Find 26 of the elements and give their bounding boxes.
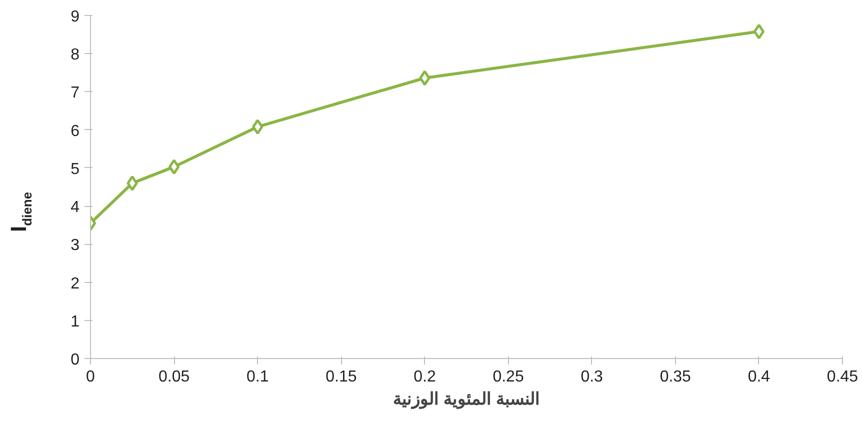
point	[168, 159, 180, 175]
point	[753, 24, 765, 40]
x-tick-label: 0.35	[660, 368, 692, 386]
x-tick-label: 0.4	[748, 368, 770, 386]
x-tick-label: 0.45	[826, 368, 858, 386]
y-tick-label: 3	[70, 237, 80, 254]
x-axis-title: النسبة المئوية الوزنية	[392, 390, 540, 410]
y-tick-label: 8	[70, 46, 80, 64]
y-tick-label: 4	[70, 199, 80, 216]
x-tick-label: 0.15	[326, 368, 357, 386]
y-tick-label: 9	[70, 8, 80, 26]
y-tick-label: 6	[70, 122, 80, 140]
point	[126, 175, 138, 191]
y-tick-label: 2	[70, 275, 80, 292]
x-tick-label: 0.25	[492, 368, 524, 386]
y-tick-label: 0	[70, 352, 80, 368]
x-tick-label: 0.3	[580, 368, 604, 386]
x-tick-label: 0.05	[158, 368, 190, 386]
point	[252, 119, 264, 135]
x-tick-label: 0.2	[414, 368, 436, 386]
y-tick-label: 7	[70, 84, 80, 102]
x-tick-label: 0.1	[246, 368, 269, 386]
y-tick-label: 1	[70, 313, 80, 330]
point	[419, 70, 430, 86]
y-tick-label: 5	[70, 160, 80, 178]
x-tick-label: 0	[86, 368, 96, 386]
